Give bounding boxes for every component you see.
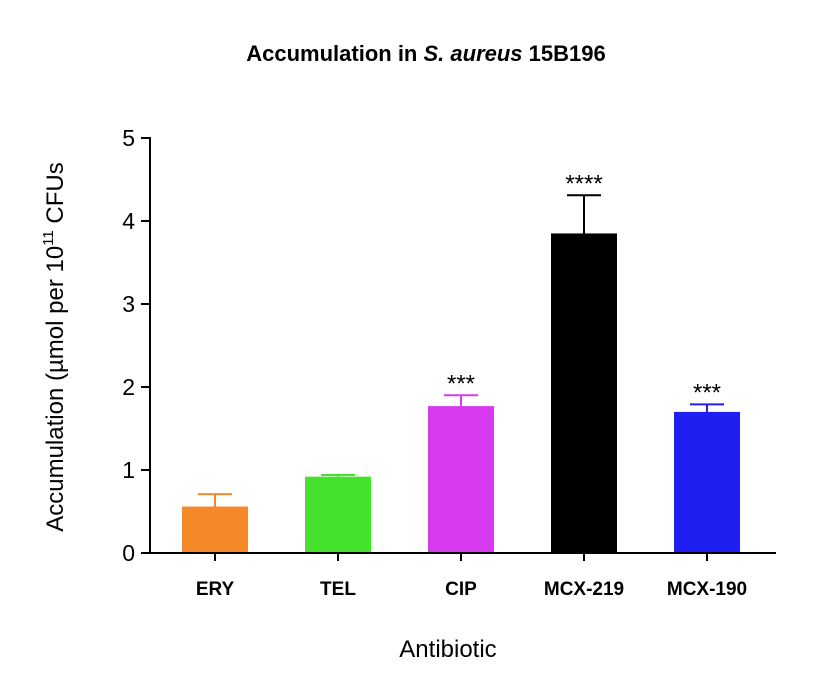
significance-label-mcx-219: ****	[565, 170, 602, 197]
bar-cip	[428, 406, 494, 553]
y-tick-label-4: 4	[122, 208, 135, 234]
chart-title-prefix: Accumulation in	[246, 41, 423, 66]
y-axis-label: Accumulation (µmol per 1011 CFUs	[40, 162, 69, 532]
x-ticks-layer: ERY TEL CIP MCX-219 MCX-190	[196, 553, 747, 600]
chart-title: Accumulation in S. aureus 15B196	[246, 41, 605, 66]
y-tick-label-0: 0	[122, 540, 135, 566]
y-ticks-layer: 0 1 2 3 4 5	[122, 125, 150, 566]
error-bar-tel	[321, 473, 355, 477]
x-axis-label: Antibiotic	[399, 636, 496, 663]
x-tick-label-mcx-190: MCX-190	[667, 579, 747, 600]
significance-labels-layer: **********	[447, 170, 721, 406]
significance-label-cip: ***	[447, 370, 475, 397]
chart-title-suffix: 15B196	[523, 41, 606, 66]
y-tick-label-2: 2	[122, 374, 135, 400]
axes-layer	[149, 137, 776, 554]
significance-label-mcx-190: ***	[693, 379, 721, 406]
error-bar-cip	[444, 394, 478, 407]
y-axis-label-superscript: 11	[40, 230, 57, 246]
error-bar-ery	[198, 493, 232, 507]
x-tick-label-cip: CIP	[445, 579, 477, 600]
bar-mcx-219	[551, 233, 617, 553]
y-axis-label-suffix: CFUs	[42, 162, 69, 230]
bars-layer	[182, 233, 740, 553]
y-tick-label-1: 1	[122, 457, 135, 483]
x-tick-label-ery: ERY	[196, 579, 235, 600]
x-tick-label-mcx-219: MCX-219	[544, 579, 624, 600]
bar-tel	[305, 476, 371, 553]
chart-title-italic: S. aureus	[424, 41, 523, 66]
y-tick-label-3: 3	[122, 291, 135, 317]
bar-ery	[182, 506, 248, 553]
y-axis-label-main: Accumulation (µmol per 10	[42, 246, 69, 532]
x-tick-label-tel: TEL	[320, 579, 356, 600]
error-bars-layer	[198, 194, 724, 507]
bar-mcx-190	[674, 411, 740, 553]
error-bar-mcx-219	[567, 194, 601, 234]
y-tick-label-5: 5	[122, 125, 135, 151]
error-bar-mcx-190	[690, 403, 724, 412]
